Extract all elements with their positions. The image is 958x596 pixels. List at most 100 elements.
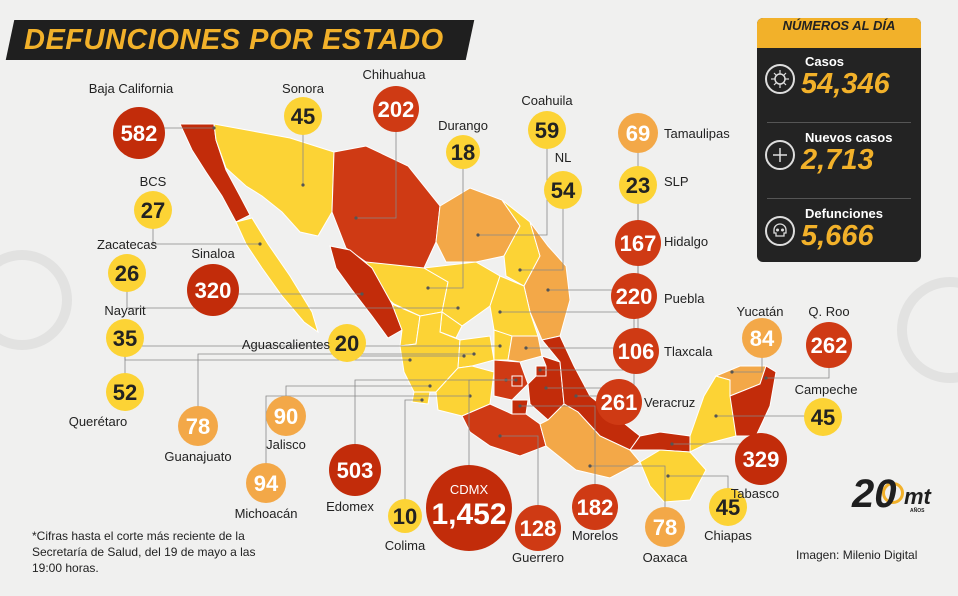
state-label-sinaloa: Sinaloa	[191, 246, 235, 261]
leader-jalisco	[285, 385, 430, 416]
region-bcs	[235, 217, 319, 334]
bubble-circle-chiapas	[709, 488, 747, 526]
bubble-cdmx: 1,452	[426, 465, 512, 551]
bubble-sinaloa: 320	[187, 264, 239, 316]
leader-dot-queretaro	[498, 344, 502, 348]
bubble-value-coahuila: 59	[535, 118, 559, 143]
bubble-circle-q-roo	[806, 322, 852, 368]
bubble-circle-sinaloa	[187, 264, 239, 316]
bubble-circle-guanajuato	[178, 406, 218, 446]
bubble-slp: 23	[619, 166, 657, 204]
leader-guerrero	[500, 435, 539, 528]
bubble-chiapas: 45	[709, 488, 747, 526]
leader-dot-tlaxcala	[538, 368, 542, 372]
region-zacatecas	[422, 261, 501, 327]
bubble-tlaxcala: 106	[613, 328, 659, 374]
bubble-circle-colima	[388, 499, 422, 533]
skull-icon	[765, 216, 795, 246]
bubble-value-nl: 54	[551, 178, 576, 203]
leader-dot-guanajuato	[472, 352, 476, 356]
region-colima	[411, 391, 431, 405]
state-label-zacatecas: Zacatecas	[97, 237, 157, 252]
leader-dot-baja-california	[212, 126, 216, 130]
state-label-aguascalientes: Aguascalientes	[242, 337, 331, 352]
state-label-puebla: Puebla	[664, 291, 705, 306]
bubble-yucatan: 84	[742, 318, 782, 358]
leader-dot-sinaloa	[360, 292, 364, 296]
bubble-circle-sonora	[284, 97, 322, 135]
bubble-value-baja-california: 582	[121, 121, 158, 146]
bubble-value-guerrero: 128	[520, 516, 557, 541]
bubble-value-q-roo: 262	[811, 333, 848, 358]
bubble-value-morelos: 182	[577, 495, 614, 520]
leader-edomex	[354, 379, 506, 470]
bubble-circle-queretaro	[106, 373, 144, 411]
bubble-value-yucatan: 84	[750, 326, 775, 351]
bubble-circle-guerrero	[515, 505, 561, 551]
region-sinaloa	[329, 245, 403, 339]
bubble-circle-bcs	[134, 191, 172, 229]
divider	[767, 122, 911, 123]
leader-dot-guerrero	[498, 434, 502, 438]
leader-dot-zacatecas	[456, 306, 460, 310]
leader-dot-puebla	[544, 386, 548, 390]
leader-dot-sonora	[301, 183, 305, 187]
bubble-michoacan: 94	[246, 463, 286, 503]
bubble-value-aguascalientes: 20	[335, 331, 359, 356]
stat-value: 2,713	[801, 144, 874, 176]
state-label-colima: Colima	[385, 538, 426, 553]
state-label-michoacan: Michoacán	[235, 506, 298, 521]
bubble-circle-slp	[619, 166, 657, 204]
state-label-morelos: Morelos	[572, 528, 619, 543]
bubble-morelos: 182	[572, 484, 618, 530]
bubble-circle-tamaulipas	[618, 113, 658, 153]
bubble-circle-puebla	[611, 273, 657, 319]
region-sonora	[213, 123, 335, 237]
bubble-circle-veracruz	[596, 379, 642, 425]
bubble-value-chiapas: 45	[716, 495, 740, 520]
region-guanajuato	[457, 335, 495, 369]
summary-header: NÚMEROS AL DÍA	[757, 18, 921, 48]
state-label-edomex: Edomex	[326, 499, 374, 514]
bubble-circle-hidalgo	[615, 220, 661, 266]
bubble-nayarit: 35	[106, 319, 144, 357]
bubble-circle-baja-california	[113, 107, 165, 159]
background-decor	[0, 250, 958, 383]
bubble-q-roo: 262	[806, 322, 852, 368]
plus-icon	[765, 140, 795, 170]
state-label-baja-california: Baja California	[89, 81, 174, 96]
leader-durango	[428, 152, 464, 289]
bubble-value-tabasco: 329	[743, 447, 780, 472]
state-label-jalisco: Jalisco	[266, 437, 306, 452]
state-label-durango: Durango	[438, 118, 488, 133]
leader-dot-nl	[518, 268, 522, 272]
state-label-nl: NL	[555, 150, 572, 165]
leader-dot-colima	[420, 398, 424, 402]
state-label-slp: SLP	[664, 174, 689, 189]
bubble-circle-michoacan	[246, 463, 286, 503]
bubble-circle-tabasco	[735, 433, 787, 485]
bubble-tabasco: 329	[735, 433, 787, 485]
bubble-tamaulipas: 69	[618, 113, 658, 153]
bubble-circle-nayarit	[106, 319, 144, 357]
leader-michoacan	[265, 395, 470, 483]
leader-dot-nayarit	[408, 358, 412, 362]
bubble-value-cdmx: 1,452	[431, 498, 506, 531]
leader-dot-veracruz	[574, 394, 578, 398]
bubble-coahuila: 59	[528, 111, 566, 149]
leader-morelos	[520, 405, 596, 507]
bubble-value-chihuahua: 202	[378, 97, 415, 122]
summary-header-label: NÚMEROS AL DÍA	[782, 18, 896, 33]
bubble-nl: 54	[544, 171, 582, 209]
state-label-bcs: BCS	[140, 174, 167, 189]
state-label-guanajuato: Guanajuato	[164, 449, 231, 464]
state-label-chihuahua: Chihuahua	[363, 67, 427, 82]
leader-dot-jalisco	[428, 384, 432, 388]
state-label-queretaro: Querétaro	[69, 414, 128, 429]
state-label-chiapas: Chiapas	[704, 528, 752, 543]
leader-dot-aguascalientes	[462, 354, 466, 358]
bubble-circle-coahuila	[528, 111, 566, 149]
state-label-coahuila: Coahuila	[521, 93, 573, 108]
summary-panel: NÚMEROS AL DÍA Casos 54,346 Nuevos casos…	[757, 18, 921, 262]
bubbles: 582 Baja California 45 Sonora 202 Chihuahua 18…	[69, 67, 858, 565]
